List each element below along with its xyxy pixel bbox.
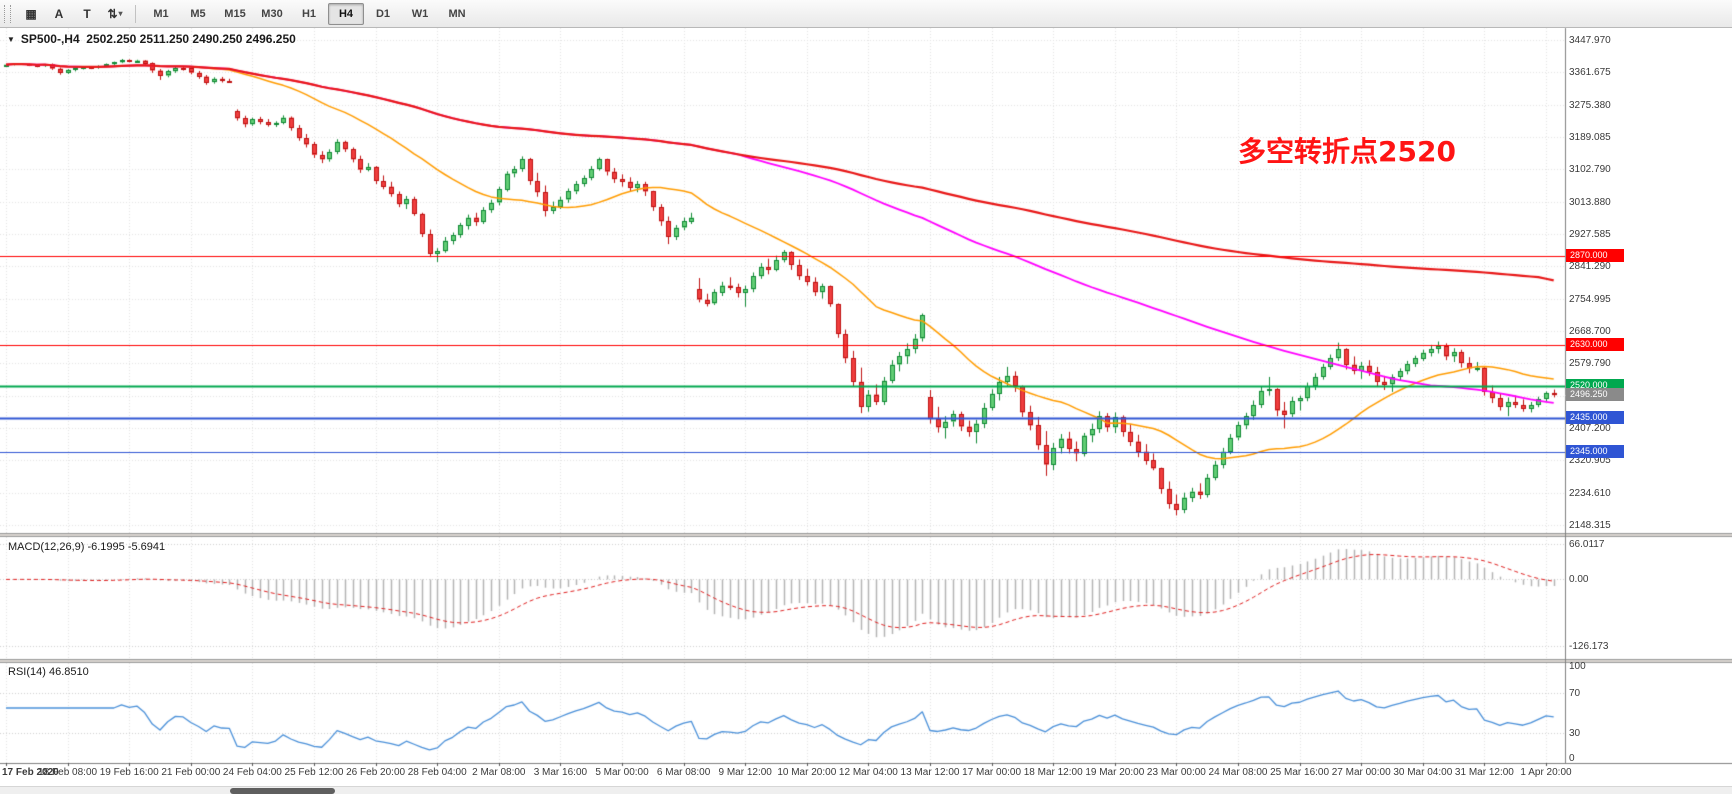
time-axis-label: 18 Mar 12:00 bbox=[1023, 767, 1083, 778]
scale-tool-button[interactable]: ⇅ ▾ bbox=[102, 2, 128, 25]
time-axis-label: 3 Mar 16:00 bbox=[533, 767, 588, 778]
text-tool-button[interactable]: T bbox=[74, 2, 100, 25]
price-axis-label: 3013.880 bbox=[1569, 196, 1611, 208]
time-axis-label: 23 Mar 00:00 bbox=[1146, 767, 1206, 778]
price-axis-label: 2148.315 bbox=[1569, 520, 1611, 531]
time-axis-label: 25 Feb 12:00 bbox=[284, 767, 344, 778]
text-tool-icon: T bbox=[83, 6, 91, 21]
timeframe-D1-button[interactable]: D1 bbox=[375, 7, 391, 20]
price-tag-2630.000: 2630.000 bbox=[1566, 338, 1624, 352]
rsi-axis-label: 30 bbox=[1569, 728, 1581, 739]
time-axis-label: 25 Mar 16:00 bbox=[1270, 767, 1330, 778]
time-axis-label: 18 Feb 08:00 bbox=[38, 767, 98, 778]
rsi-indicator-label: RSI(14) 46.8510 bbox=[8, 666, 89, 678]
toolbar-separator bbox=[135, 4, 136, 23]
time-axis-label: 17 Mar 00:00 bbox=[962, 767, 1022, 778]
scrollbar-thumb[interactable] bbox=[230, 788, 335, 794]
price-axis-label: 3447.970 bbox=[1569, 35, 1611, 46]
time-axis-label: 10 Mar 20:00 bbox=[777, 767, 837, 778]
time-axis-label: 2 Mar 08:00 bbox=[472, 767, 526, 778]
price-axis-label: 3102.790 bbox=[1569, 164, 1611, 176]
price-axis-label: 2320.905 bbox=[1569, 455, 1611, 467]
chart-annotation-text: 多空转折点2520 bbox=[1238, 135, 1456, 168]
charts-grid-icon: ▦ bbox=[25, 6, 37, 21]
price-axis-label: 3275.380 bbox=[1569, 99, 1611, 111]
scale-tool-icon: ⇅ bbox=[107, 6, 118, 21]
price-axis-label: 2579.790 bbox=[1569, 358, 1611, 370]
rsi-axis-label: 0 bbox=[1569, 753, 1575, 764]
macd-axis-label: 66.0117 bbox=[1569, 539, 1605, 551]
time-axis-label: 5 Mar 00:00 bbox=[595, 767, 649, 778]
dropdown-caret-icon: ▾ bbox=[118, 9, 123, 18]
timeframe-toolbar: M1 M5 M15 M30 H1 H4 D1 W1 MN bbox=[143, 2, 475, 25]
time-axis-label: 31 Mar 12:00 bbox=[1454, 767, 1514, 778]
macd-panel-resize-handle[interactable] bbox=[0, 531, 1565, 537]
price-axis-label: 2668.700 bbox=[1569, 326, 1611, 337]
rsi-axis-label: 100 bbox=[1569, 661, 1586, 672]
price-axis[interactable]: 3447.970 3361.675 3275.380 3189.085 3102.790… bbox=[1565, 28, 1732, 764]
price-tag-2435.000: 2435.000 bbox=[1566, 411, 1624, 425]
price-axis-label: 2407.200 bbox=[1569, 423, 1611, 434]
timeframe-H1-button[interactable]: H1 bbox=[301, 7, 317, 20]
time-axis-label: 13 Mar 12:00 bbox=[900, 767, 960, 778]
macd-axis-label: 0.00 bbox=[1569, 574, 1589, 586]
price-axis-label: 2927.585 bbox=[1569, 229, 1611, 240]
toolbar: ▦ A T ⇅ ▾ M1 M5 M15 M30 H1 H4 D1 W1 MN bbox=[0, 0, 1732, 28]
timeframe-M30-button[interactable]: M30 bbox=[261, 7, 283, 20]
price-axis-label: 2754.995 bbox=[1569, 293, 1611, 305]
timeframe-M1-button[interactable]: M1 bbox=[153, 7, 169, 20]
current-price-tag: 2496.250 bbox=[1566, 388, 1624, 402]
macd-indicator-label: MACD(12,26,9) -6.1995 -5.6941 bbox=[8, 541, 166, 553]
rsi-axis-label: 70 bbox=[1569, 688, 1581, 699]
time-axis-label: 21 Feb 00:00 bbox=[161, 767, 221, 778]
timeframe-M5-button[interactable]: M5 bbox=[190, 7, 206, 20]
time-axis-label: 24 Mar 08:00 bbox=[1208, 767, 1268, 778]
charts-grid-button[interactable]: ▦ bbox=[18, 2, 44, 25]
toolbar-tools: ▦ A T ⇅ ▾ bbox=[18, 2, 128, 25]
time-axis-label: 30 Mar 04:00 bbox=[1393, 767, 1453, 778]
time-axis-label: 19 Feb 16:00 bbox=[99, 767, 159, 778]
chart-title: ▼ SP500-,H4 2502.250 2511.250 2490.250 2… bbox=[7, 32, 296, 46]
time-axis-label: 28 Feb 04:00 bbox=[407, 767, 467, 778]
time-axis-label: 27 Mar 00:00 bbox=[1331, 767, 1391, 778]
annotation-a-button[interactable]: A bbox=[46, 2, 72, 25]
time-axis[interactable]: 17 Feb 2020 18 Feb 08:00 19 Feb 16:00 21 Fe… bbox=[0, 763, 1572, 785]
timeframe-W1-button[interactable]: W1 bbox=[411, 7, 429, 20]
time-axis-label: 12 Mar 04:00 bbox=[838, 767, 898, 778]
price-axis-label: 2234.610 bbox=[1569, 487, 1611, 499]
time-axis-label: 6 Mar 08:00 bbox=[656, 767, 711, 778]
time-axis-label: 24 Feb 04:00 bbox=[222, 767, 282, 778]
time-axis-label: 1 Apr 20:00 bbox=[1520, 767, 1572, 778]
time-axis-label: 17 Feb 2020 bbox=[2, 767, 59, 778]
collapse-arrow-icon[interactable]: ▼ bbox=[7, 34, 15, 44]
price-tag-2345.000: 2345.000 bbox=[1566, 444, 1624, 458]
time-axis-label: 26 Feb 20:00 bbox=[346, 767, 406, 778]
price-axis-label: 3189.085 bbox=[1569, 132, 1611, 143]
macd-axis-label: -126.173 bbox=[1569, 641, 1609, 653]
annotation-a-icon: A bbox=[54, 6, 64, 21]
timeframe-M15-button[interactable]: M15 bbox=[224, 7, 246, 20]
timeframe-H4-button[interactable]: H4 bbox=[328, 2, 364, 25]
price-axis-label: 3361.675 bbox=[1569, 67, 1611, 79]
price-axis-label: 2841.290 bbox=[1569, 261, 1611, 273]
toolbar-drag-handle[interactable] bbox=[4, 4, 11, 23]
time-axis-label: 19 Mar 20:00 bbox=[1085, 767, 1145, 778]
symbol-ohlc-text: SP500-,H4 2502.250 2511.250 2490.250 249… bbox=[20, 32, 296, 46]
horizontal-scrollbar[interactable] bbox=[0, 786, 1732, 794]
rsi-panel-resize-handle[interactable] bbox=[0, 657, 1565, 663]
timeframe-MN-button[interactable]: MN bbox=[448, 7, 466, 20]
price-tag-2870.000: 2870.000 bbox=[1566, 248, 1624, 262]
time-axis-label: 9 Mar 12:00 bbox=[718, 767, 772, 778]
